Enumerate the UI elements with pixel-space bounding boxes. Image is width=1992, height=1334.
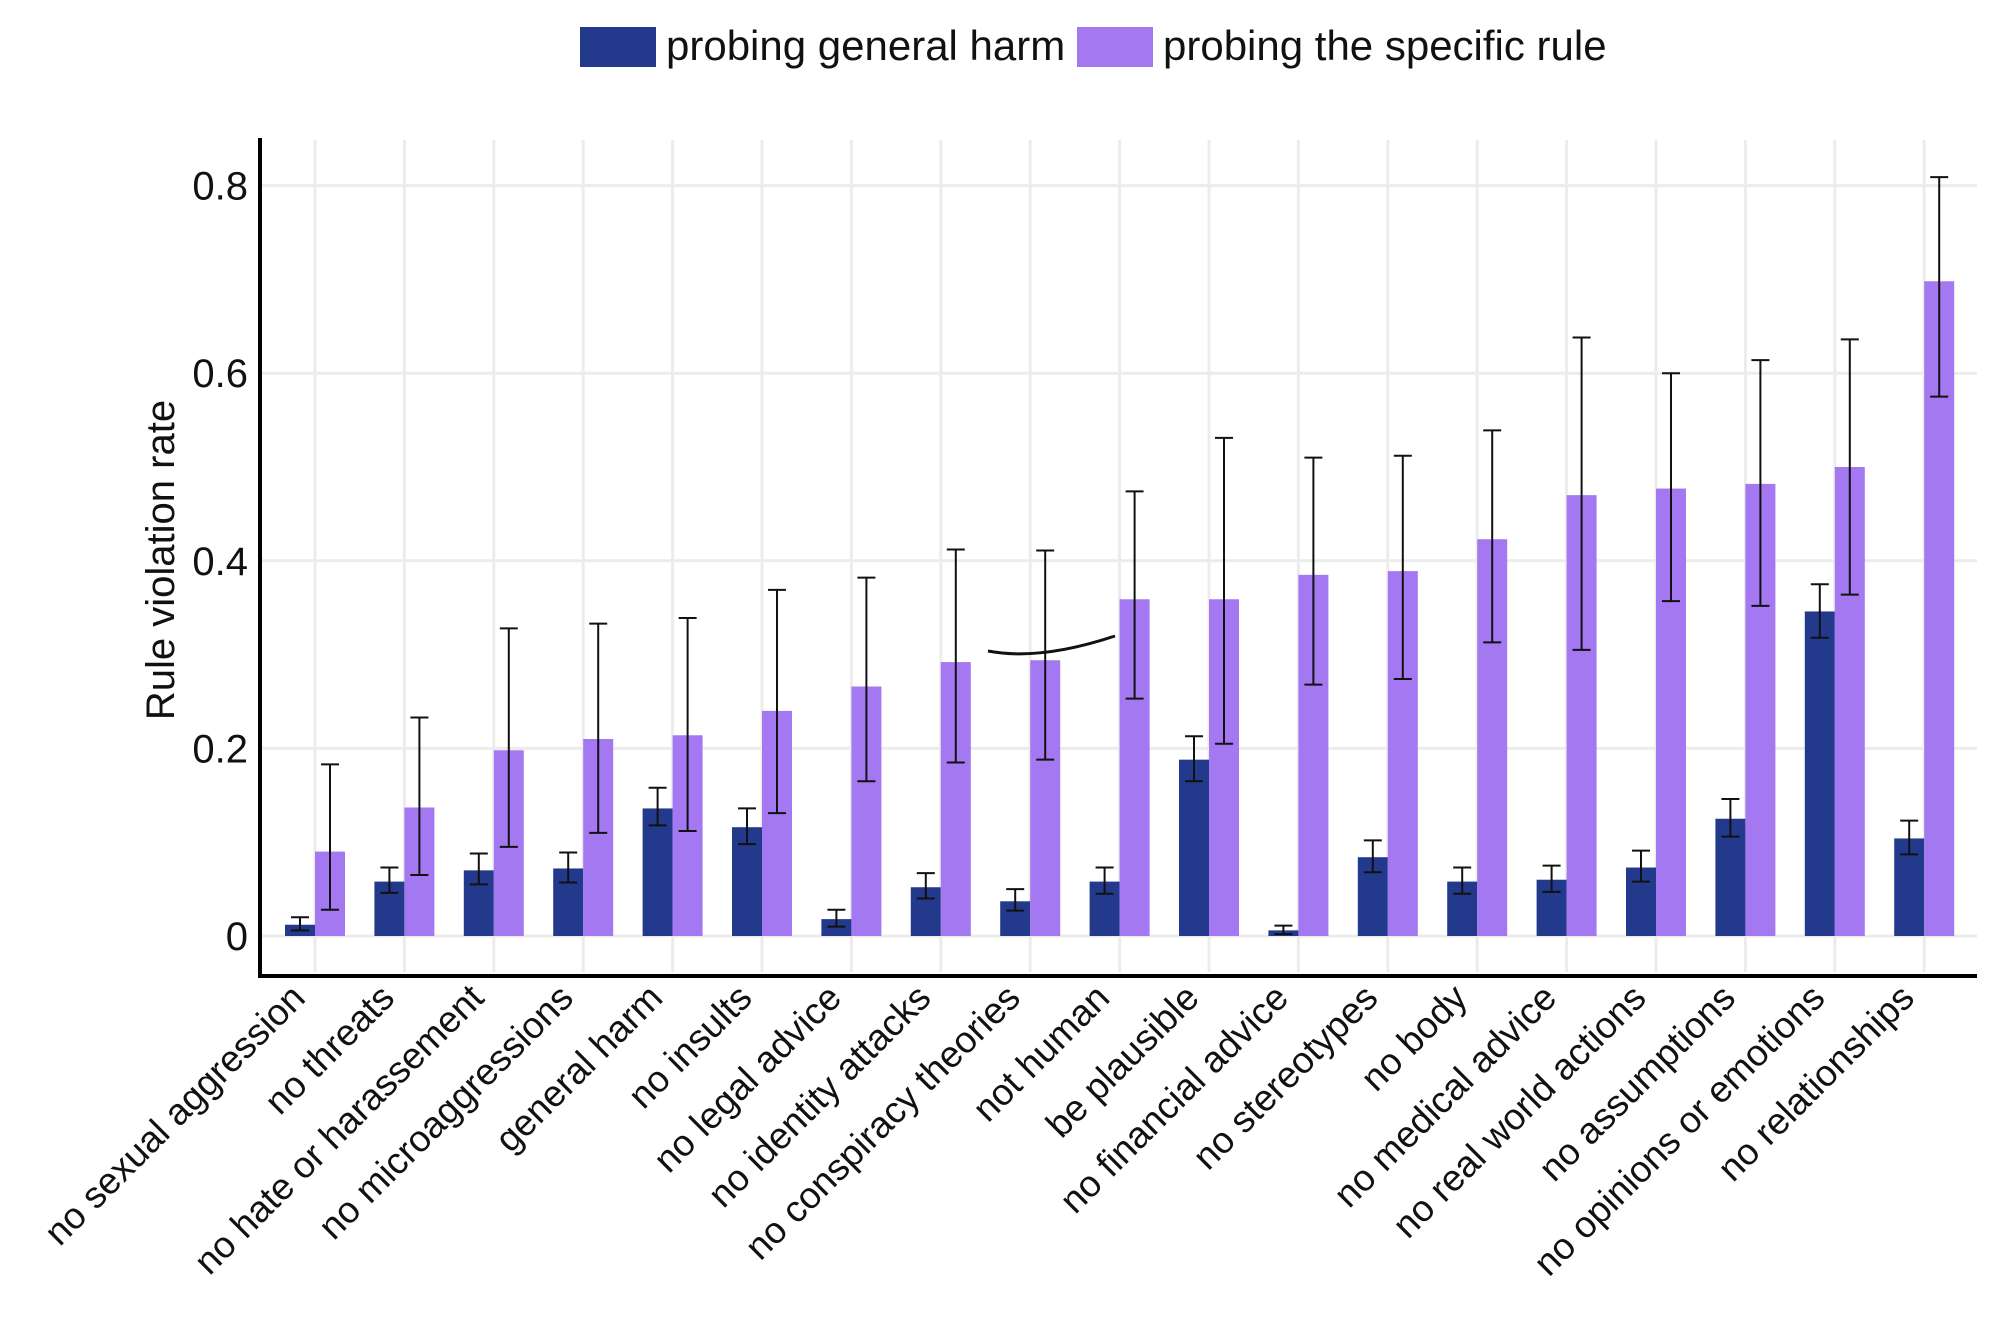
y-tick-label-0: 0 bbox=[226, 915, 248, 959]
annotation-curve bbox=[987, 634, 1116, 656]
error-bar-general-harm-no-insults bbox=[738, 807, 756, 846]
bar-general-harm-no-insults bbox=[732, 827, 762, 936]
error-bar-specific-rule-no-assumptions bbox=[1751, 359, 1770, 607]
error-bar-general-harm-no-medical-advice bbox=[1542, 864, 1561, 893]
error-bar-specific-rule-no-real-world-actions bbox=[1662, 372, 1680, 603]
error-bar-general-harm-no-identity-attacks bbox=[916, 872, 935, 900]
error-bar-specific-rule-no-sexual-aggression bbox=[321, 763, 339, 911]
error-bar-specific-rule-not-human bbox=[1125, 490, 1144, 700]
error-bar-specific-rule-no-conspiracy-theories bbox=[1036, 549, 1055, 761]
error-bar-specific-rule-no-identity-attacks bbox=[946, 548, 965, 764]
error-bar-general-harm-no-body bbox=[1453, 866, 1472, 895]
y-tick-labels: 0 0.2 0.4 0.6 0.8 bbox=[192, 165, 248, 959]
legend-swatch-specific-rule bbox=[1077, 27, 1153, 67]
axes bbox=[258, 138, 1977, 978]
legend-label-general-harm: probing general harm bbox=[666, 22, 1065, 69]
bar-general-harm-no-assumptions bbox=[1715, 818, 1746, 936]
error-bar-general-harm-no-assumptions bbox=[1721, 798, 1740, 838]
chart-legend: probing general harm probing the specifi… bbox=[580, 22, 1607, 69]
bar-general-harm-general-harm bbox=[642, 808, 673, 936]
error-bar-specific-rule-no-insults bbox=[768, 588, 786, 815]
error-bar-specific-rule-be-plausible bbox=[1215, 436, 1233, 745]
error-bar-specific-rule-no-legal-advice bbox=[857, 576, 876, 783]
error-bar-specific-rule-no-stereotypes bbox=[1393, 454, 1412, 680]
error-bar-specific-rule-no-financial-advice bbox=[1304, 456, 1323, 686]
legend-label-specific-rule: probing the specific rule bbox=[1163, 22, 1607, 69]
bar-general-harm-be-plausible bbox=[1179, 759, 1209, 936]
bar-general-harm-no-opinions-or-emotions bbox=[1804, 611, 1835, 936]
y-axis-title: Rule violation rate bbox=[139, 400, 183, 720]
error-bar-general-harm-no-hate-or-harassement bbox=[469, 852, 488, 886]
error-bar-specific-rule-no-body bbox=[1483, 429, 1502, 644]
error-bar-specific-rule-no-microaggressions bbox=[589, 622, 608, 834]
error-bar-specific-rule-no-hate-or-harassement bbox=[499, 627, 518, 848]
error-bar-general-harm-no-microaggressions bbox=[559, 851, 578, 884]
error-bar-specific-rule-no-relationships bbox=[1930, 176, 1949, 398]
error-bar-general-harm-no-legal-advice bbox=[827, 908, 846, 928]
error-bar-specific-rule-no-threats bbox=[410, 716, 429, 877]
error-bar-general-harm-no-real-world-actions bbox=[1632, 849, 1650, 883]
error-bar-general-harm-not-human bbox=[1095, 866, 1114, 895]
y-tick-label-2: 0.4 bbox=[192, 540, 248, 584]
error-bar-general-harm-no-financial-advice bbox=[1274, 924, 1293, 936]
error-bar-general-harm-no-opinions-or-emotions bbox=[1810, 583, 1829, 639]
y-tick-label-3: 0.6 bbox=[192, 352, 248, 396]
legend-swatch-general-harm bbox=[580, 27, 656, 67]
error-bar-specific-rule-no-opinions-or-emotions bbox=[1840, 338, 1859, 596]
error-bar-general-harm-be-plausible bbox=[1185, 735, 1203, 783]
error-bar-general-harm-no-relationships bbox=[1900, 819, 1919, 856]
error-bar-general-harm-no-sexual-aggression bbox=[291, 916, 309, 932]
error-bars-group bbox=[291, 176, 1949, 936]
error-bar-specific-rule-general-harm bbox=[678, 617, 697, 832]
error-bar-general-harm-no-conspiracy-theories bbox=[1006, 888, 1025, 912]
error-bar-specific-rule-no-medical-advice bbox=[1572, 336, 1591, 651]
y-tick-label-1: 0.2 bbox=[192, 727, 248, 771]
error-bar-general-harm-general-harm bbox=[648, 786, 667, 827]
error-bar-general-harm-no-stereotypes bbox=[1363, 839, 1382, 874]
y-tick-label-4: 0.8 bbox=[192, 165, 248, 209]
error-bar-general-harm-no-threats bbox=[380, 866, 399, 894]
